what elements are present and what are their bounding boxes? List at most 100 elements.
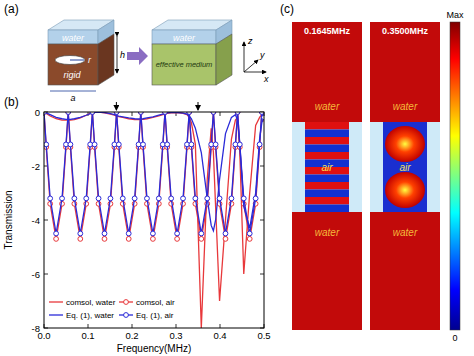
y-tick-label: -2 [32, 161, 40, 172]
series-marker [247, 237, 252, 242]
series-marker [253, 196, 258, 201]
cell-top-label: water [173, 33, 196, 43]
series-marker [54, 231, 59, 236]
series-marker [108, 196, 113, 201]
series-marker [72, 196, 77, 201]
field-stripe [305, 175, 349, 183]
series-marker [120, 196, 125, 201]
series-marker [96, 196, 101, 201]
legend-label: comsol, air [136, 298, 175, 307]
legend-label: Eq. (1), water [66, 311, 114, 320]
cell-body-label: rigid [63, 70, 81, 80]
series-marker [181, 196, 186, 201]
h-arrow [117, 36, 118, 73]
series-marker [205, 196, 210, 201]
legend-marker [124, 300, 129, 305]
series-marker [60, 196, 65, 201]
region-label: water [393, 101, 418, 112]
series-marker [189, 142, 194, 147]
colorbar-label: 0 [452, 333, 457, 343]
x-tick [132, 324, 133, 328]
axis-arrow [244, 72, 266, 73]
series-marker [132, 196, 137, 201]
dim-label: h [120, 50, 125, 60]
x-tick [220, 112, 221, 116]
field-stripe [305, 145, 349, 153]
series-marker [44, 142, 49, 147]
hole [55, 56, 85, 65]
field-stripe [305, 152, 349, 160]
solid-region [370, 122, 440, 212]
field-lobe [385, 126, 425, 162]
series-marker [193, 196, 198, 201]
legend-entry: comsol, water [49, 298, 116, 307]
field-stripe [305, 137, 349, 145]
water-region [370, 212, 440, 330]
series-marker [116, 142, 121, 147]
y-tick-label: -6 [32, 269, 40, 280]
cube-side [216, 34, 232, 85]
axis-letter: z [247, 36, 253, 46]
axis-arrow [244, 42, 245, 72]
legend-line [49, 301, 63, 302]
cell-body-label: effective medium [156, 60, 213, 69]
field-stripe [305, 197, 349, 205]
dim-label: r [88, 55, 92, 65]
y-tick [260, 274, 264, 275]
field-stripe [305, 205, 349, 213]
air-region [383, 122, 427, 212]
transform-arrow [127, 47, 148, 65]
legend-entry: Eq. (1), water [49, 311, 114, 320]
x-tick [132, 112, 133, 116]
series-marker [68, 142, 73, 147]
series-marker [217, 196, 222, 201]
y-axis-title: Transmission [3, 190, 14, 249]
y-tick-label: -8 [32, 323, 40, 334]
region-label: air [321, 162, 333, 173]
series-marker [92, 142, 97, 147]
series-marker [223, 237, 228, 242]
a-line [50, 91, 96, 92]
series-marker [54, 237, 59, 242]
series-marker [145, 196, 150, 201]
field-stripe [305, 130, 349, 138]
series-marker [151, 237, 156, 242]
colorbar [450, 22, 460, 330]
dim-label: a [70, 93, 75, 103]
water-layer [48, 30, 98, 44]
colorbar-label: Max [446, 10, 464, 20]
series-line [44, 112, 264, 239]
y-tick [260, 166, 264, 167]
frequency-arrow [198, 102, 199, 110]
frequency-arrow [116, 102, 117, 110]
series-line [44, 112, 264, 234]
frequency-label: 0.3500MHz [382, 26, 429, 36]
region-label: water [315, 227, 340, 238]
region-label: air [399, 162, 411, 173]
series-marker [165, 142, 170, 147]
y-tick-label: -4 [32, 215, 40, 226]
plot-data [44, 112, 264, 328]
field-stripe [305, 190, 349, 198]
x-tick [220, 324, 221, 328]
series-marker [156, 196, 161, 201]
y-tick [260, 220, 264, 221]
series-line [44, 112, 264, 328]
cube-side [98, 34, 114, 85]
series-marker [199, 237, 204, 242]
region-label: water [315, 101, 340, 112]
series-marker [141, 142, 146, 147]
x-tick [88, 324, 89, 328]
water-region [370, 22, 440, 122]
axis-letter: y [259, 50, 265, 60]
solid-region [292, 122, 362, 212]
cube-body [48, 44, 98, 85]
y-tick [44, 274, 48, 275]
series-marker [102, 237, 107, 242]
legend-marker [124, 313, 129, 318]
field-lobe [385, 172, 425, 208]
axis-arrow [244, 60, 258, 72]
series-marker [257, 142, 262, 147]
x-axis-title: Frequency(MHz) [117, 343, 191, 354]
series-marker [151, 231, 156, 236]
